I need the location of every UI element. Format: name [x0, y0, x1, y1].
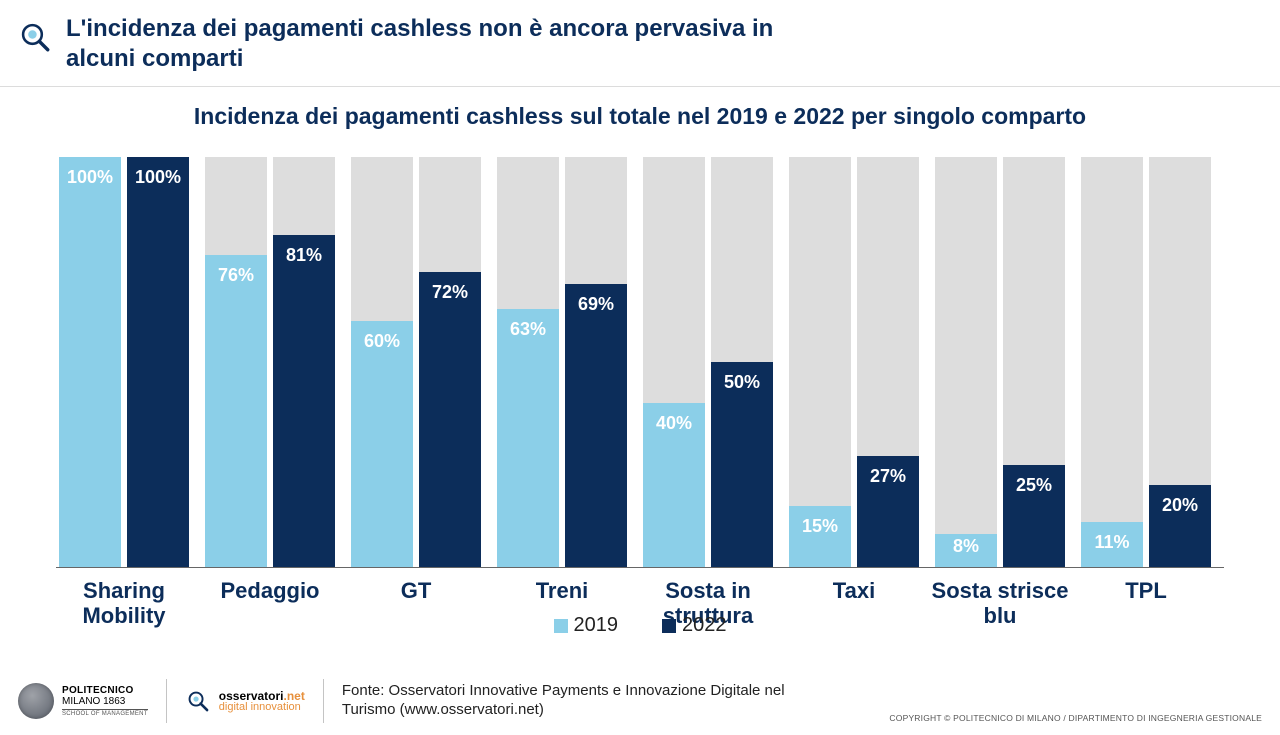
category-label: GT	[346, 578, 486, 603]
bar-group: 15% 27%	[789, 157, 919, 567]
bar-value-label: 15%	[789, 516, 851, 537]
osservatori-line2: digital innovation	[219, 702, 305, 713]
bar-value: 27%	[857, 456, 919, 567]
category-label: Taxi	[784, 578, 924, 603]
legend-swatch-icon	[554, 619, 568, 633]
bar-stack: 15%	[789, 157, 851, 567]
bar-stack: 72%	[419, 157, 481, 567]
bar-value: 11%	[1081, 522, 1143, 567]
category-label: TPL	[1076, 578, 1216, 603]
bar-value-label: 40%	[643, 413, 705, 434]
bar-stack: 100%	[127, 157, 189, 567]
category-label: Treni	[492, 578, 632, 603]
bar-stack: 60%	[351, 157, 413, 567]
bar-value-label: 60%	[351, 331, 413, 352]
slide-footer: POLITECNICO MILANO 1863 SCHOOL OF MANAGE…	[0, 667, 1280, 735]
bar-value-label: 69%	[565, 294, 627, 315]
politecnico-text: POLITECNICO MILANO 1863 SCHOOL OF MANAGE…	[62, 685, 148, 718]
bar-value: 63%	[497, 309, 559, 567]
bar-stack: 27%	[857, 157, 919, 567]
bar-value: 100%	[127, 157, 189, 567]
bar-group: 60% 72%	[351, 157, 481, 567]
bar-stack: 20%	[1149, 157, 1211, 567]
legend-label: 2019	[574, 614, 619, 637]
legend-item: 2022	[662, 614, 727, 637]
bar-value-label: 27%	[857, 466, 919, 487]
bar-group: 76% 81%	[205, 157, 335, 567]
politecnico-seal-icon	[18, 683, 54, 719]
copyright-text: COPYRIGHT © POLITECNICO DI MILANO / DIPA…	[889, 713, 1262, 723]
bar-stack: 11%	[1081, 157, 1143, 567]
bar-value-label: 100%	[59, 167, 121, 188]
bar-value-label: 72%	[419, 282, 481, 303]
bar-stack: 100%	[59, 157, 121, 567]
bar-value: 76%	[205, 255, 267, 567]
osservatori-text: osservatori.net digital innovation	[219, 690, 305, 713]
bar-value: 25%	[1003, 465, 1065, 568]
legend-swatch-icon	[662, 619, 676, 633]
bar-value-label: 25%	[1003, 475, 1065, 496]
bar-stack: 40%	[643, 157, 705, 567]
bar-value-label: 100%	[127, 167, 189, 188]
bar-value-label: 50%	[711, 372, 773, 393]
chart-title: Incidenza dei pagamenti cashless sul tot…	[0, 103, 1280, 130]
bar-value: 15%	[789, 506, 851, 568]
politecnico-line3: SCHOOL OF MANAGEMENT	[62, 709, 148, 718]
bar-stack: 25%	[1003, 157, 1065, 567]
bar-stack: 69%	[565, 157, 627, 567]
bar-group: 63% 69%	[497, 157, 627, 567]
bar-value: 60%	[351, 321, 413, 567]
politecnico-line2: MILANO 1863	[62, 696, 148, 707]
bar-value: 100%	[59, 157, 121, 567]
legend-label: 2022	[682, 614, 727, 637]
bar-stack: 63%	[497, 157, 559, 567]
slide-header: L'incidenza dei pagamenti cashless non è…	[0, 0, 1280, 87]
politecnico-logo: POLITECNICO MILANO 1863 SCHOOL OF MANAGE…	[18, 679, 167, 723]
bar-stack: 76%	[205, 157, 267, 567]
osservatori-magnifier-icon	[185, 688, 211, 714]
bar-value: 72%	[419, 272, 481, 567]
bar-value-label: 11%	[1081, 532, 1143, 553]
bar-value: 50%	[711, 362, 773, 567]
bar-value: 8%	[935, 534, 997, 567]
bar-value: 81%	[273, 235, 335, 567]
bar-stack: 81%	[273, 157, 335, 567]
osservatori-logo: osservatori.net digital innovation	[167, 679, 324, 723]
legend-item: 2019	[554, 614, 619, 637]
bar-value: 69%	[565, 284, 627, 567]
politecnico-line1: POLITECNICO	[62, 685, 148, 696]
bar-stack: 50%	[711, 157, 773, 567]
bar-value-label: 20%	[1149, 495, 1211, 516]
osservatori-line1: osservatori.net	[219, 690, 305, 702]
bar-group: 40% 50%	[643, 157, 773, 567]
bar-group: 100% 100%	[59, 157, 189, 567]
bar-group: 11% 20%	[1081, 157, 1211, 567]
bar-value-label: 81%	[273, 245, 335, 266]
bar-value-label: 63%	[497, 319, 559, 340]
magnifier-icon	[18, 20, 52, 54]
bar-value: 40%	[643, 403, 705, 567]
category-label: Pedaggio	[200, 578, 340, 603]
bar-value-label: 76%	[205, 265, 267, 286]
bar-chart: 100% 100% 76% 81% 60% 72% 63% 69% 40% 50% 15% 27% 8%…	[56, 158, 1224, 568]
bar-stack: 8%	[935, 157, 997, 567]
slide-title: L'incidenza dei pagamenti cashless non è…	[66, 14, 846, 74]
chart-legend: 2019 2022	[0, 614, 1280, 639]
source-text: Fonte: Osservatori Innovative Payments e…	[342, 682, 822, 720]
bar-group: 8% 25%	[935, 157, 1065, 567]
bar-value-label: 8%	[935, 536, 997, 557]
bar-value: 20%	[1149, 485, 1211, 567]
